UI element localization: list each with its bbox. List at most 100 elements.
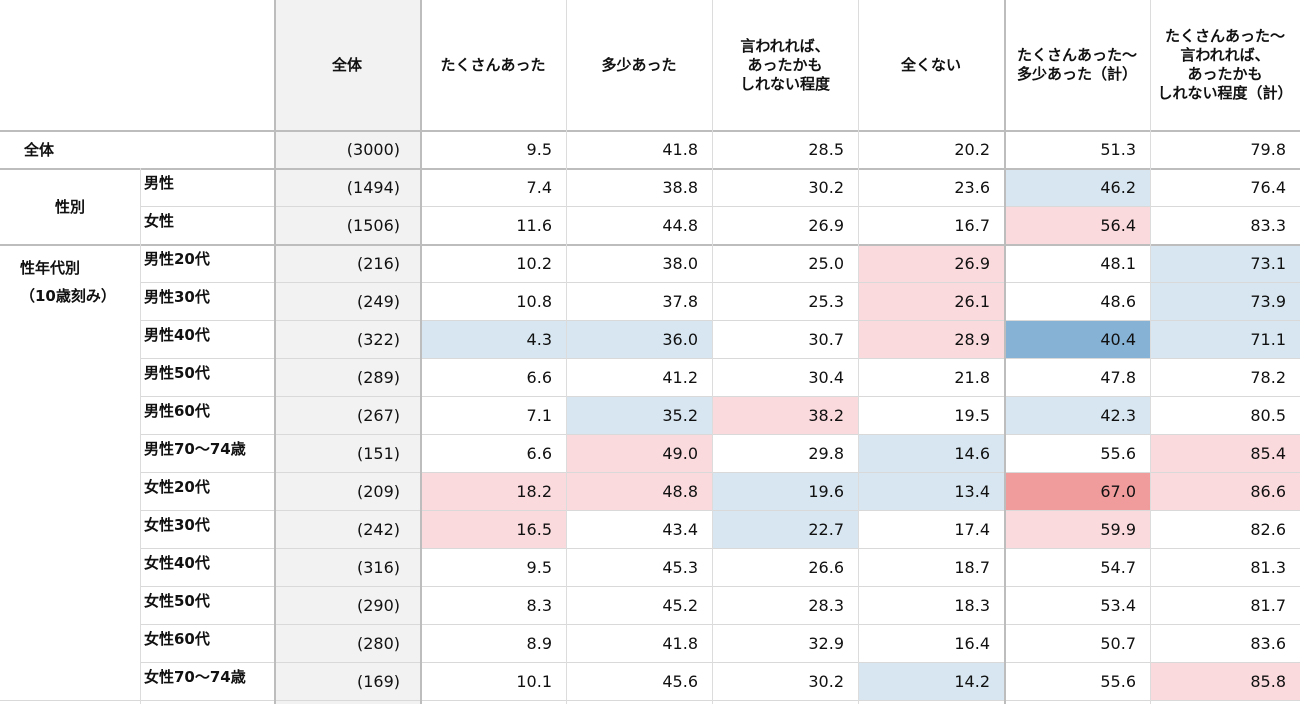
row-n: (267)	[356, 405, 400, 425]
value-cell: 10.1	[516, 671, 552, 691]
row-group-label: 全体	[24, 140, 55, 159]
value-cell: 78.2	[1250, 367, 1286, 387]
column-divider	[712, 0, 713, 704]
value-cell: 26.1	[858, 282, 1004, 320]
value-cell: 40.4	[1004, 320, 1150, 358]
value-cell: 42.3	[1004, 396, 1150, 434]
row-divider	[0, 168, 1300, 170]
column-divider	[274, 0, 276, 704]
row-label: 男性50代	[144, 364, 210, 382]
value-cell: 53.4	[1100, 595, 1136, 615]
value-cell: 20.2	[954, 139, 990, 159]
row-divider	[140, 206, 1300, 207]
value-cell: 21.8	[954, 367, 990, 387]
value-cell: 55.6	[1100, 671, 1136, 691]
value-cell: 51.3	[1100, 139, 1136, 159]
row-divider	[140, 472, 1300, 473]
row-n: (322)	[356, 329, 400, 349]
value-cell: 41.2	[662, 367, 698, 387]
row-label: 男性70～74歳	[144, 440, 246, 458]
row-label: 女性30代	[144, 516, 210, 534]
value-cell: 18.7	[954, 557, 990, 577]
value-cell: 29.8	[808, 443, 844, 463]
value-cell: 9.5	[526, 557, 552, 577]
row-divider	[0, 244, 1300, 246]
value-cell: 6.6	[526, 443, 552, 463]
value-cell: 71.1	[1150, 320, 1300, 358]
column-header: 全体	[331, 55, 362, 74]
row-n: (1494)	[346, 177, 400, 197]
column-divider	[858, 0, 859, 704]
value-cell: 45.6	[662, 671, 698, 691]
value-cell: 56.4	[1004, 206, 1150, 244]
column-header: 多少あった	[601, 55, 677, 74]
row-n: (1506)	[346, 215, 400, 235]
value-cell: 41.8	[662, 139, 698, 159]
value-cell: 16.5	[420, 510, 566, 548]
value-cell: 46.2	[1004, 168, 1150, 206]
column-header: たくさんあった	[440, 55, 546, 74]
value-cell: 7.4	[526, 177, 552, 197]
row-n: (289)	[356, 367, 400, 387]
row-divider	[0, 130, 1300, 132]
row-n: (249)	[356, 291, 400, 311]
value-cell: 18.2	[420, 472, 566, 510]
value-cell: 48.8	[566, 472, 712, 510]
value-cell: 73.1	[1150, 244, 1300, 282]
value-cell: 30.7	[808, 329, 844, 349]
value-cell: 13.4	[858, 472, 1004, 510]
row-divider	[140, 358, 1300, 359]
value-cell: 8.3	[526, 595, 552, 615]
column-header: 全くない	[900, 55, 961, 74]
value-cell: 86.6	[1150, 472, 1300, 510]
value-cell: 23.6	[954, 177, 990, 197]
row-divider	[140, 434, 1300, 435]
value-cell: 85.4	[1150, 434, 1300, 472]
value-cell: 7.1	[526, 405, 552, 425]
value-cell: 37.8	[662, 291, 698, 311]
row-divider	[140, 624, 1300, 625]
value-cell: 48.6	[1100, 291, 1136, 311]
row-divider	[140, 662, 1300, 663]
value-cell: 26.6	[808, 557, 844, 577]
value-cell: 28.9	[858, 320, 1004, 358]
row-label: 男性20代	[144, 250, 210, 268]
column-divider	[566, 0, 567, 704]
row-n: (151)	[356, 443, 400, 463]
row-label: 女性40代	[144, 554, 210, 572]
value-cell: 18.3	[954, 595, 990, 615]
value-cell: 35.2	[566, 396, 712, 434]
column-divider	[420, 0, 422, 704]
value-cell: 32.9	[808, 633, 844, 653]
value-cell: 4.3	[420, 320, 566, 358]
value-cell: 16.7	[954, 215, 990, 235]
value-cell: 10.8	[516, 291, 552, 311]
row-group-label: 性別	[54, 197, 85, 216]
value-cell: 30.2	[808, 671, 844, 691]
value-cell: 19.6	[712, 472, 858, 510]
value-cell: 44.8	[662, 215, 698, 235]
value-cell: 80.5	[1250, 405, 1286, 425]
value-cell: 83.6	[1250, 633, 1286, 653]
value-cell: 54.7	[1100, 557, 1136, 577]
value-cell: 81.3	[1250, 557, 1286, 577]
value-cell: 22.7	[712, 510, 858, 548]
value-cell: 17.4	[954, 519, 990, 539]
value-cell: 59.9	[1004, 510, 1150, 548]
row-divider	[140, 320, 1300, 321]
value-cell: 41.8	[662, 633, 698, 653]
row-label: 女性60代	[144, 630, 210, 648]
row-n: (209)	[356, 481, 400, 501]
value-cell: 36.0	[566, 320, 712, 358]
value-cell: 67.0	[1004, 472, 1150, 510]
value-cell: 8.9	[526, 633, 552, 653]
value-cell: 85.8	[1150, 662, 1300, 700]
value-cell: 19.5	[954, 405, 990, 425]
row-divider	[140, 548, 1300, 549]
value-cell: 83.3	[1250, 215, 1286, 235]
column-header: たくさんあった～ 多少あった（計）	[1016, 46, 1137, 83]
row-n: (169)	[356, 671, 400, 691]
row-divider	[140, 586, 1300, 587]
value-cell: 45.3	[662, 557, 698, 577]
